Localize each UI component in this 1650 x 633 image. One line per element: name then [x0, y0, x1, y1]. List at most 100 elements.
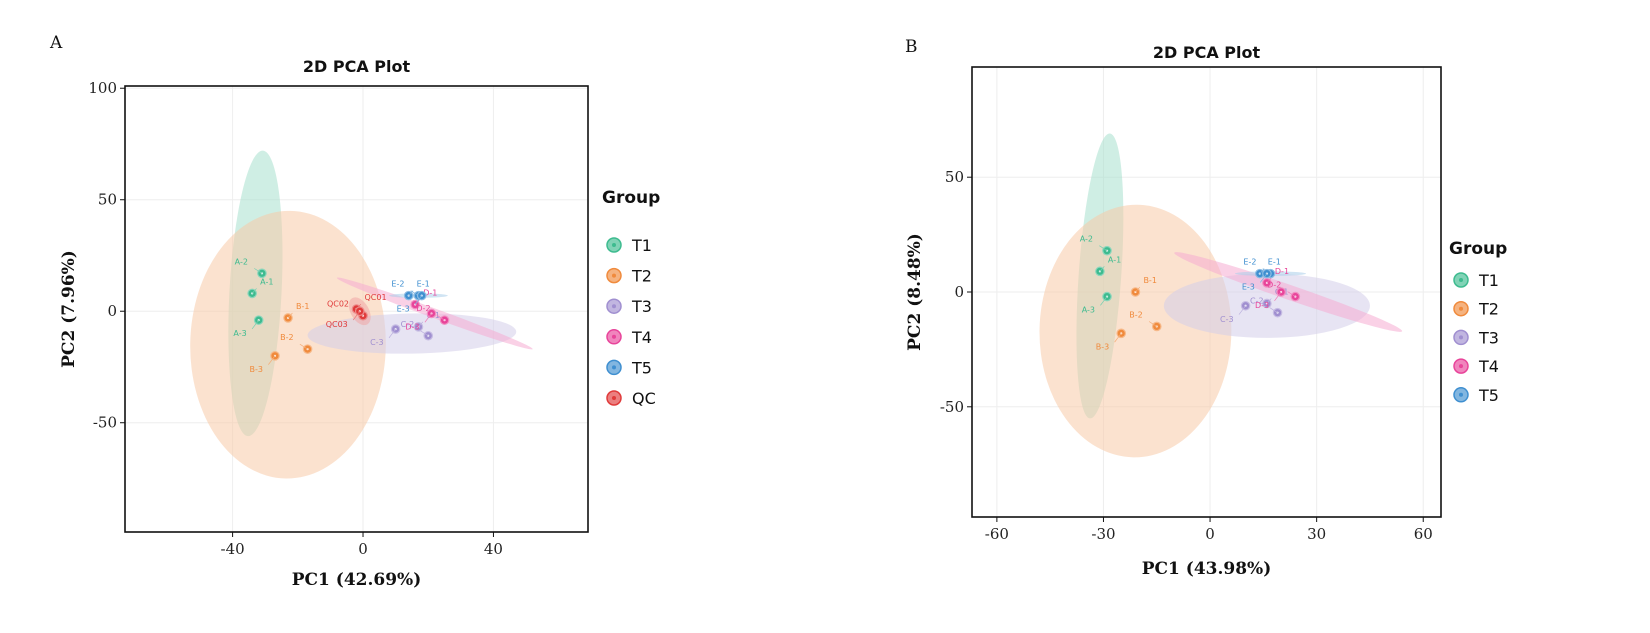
- point-label: D-2: [1267, 281, 1281, 290]
- point-label: D-1: [423, 289, 437, 298]
- series-t4: D-1 D-2 D-3: [405, 289, 450, 331]
- label-leader: [420, 330, 429, 337]
- label-leader: [1099, 266, 1105, 272]
- series-qc: QC01 QC02 QC03: [326, 293, 387, 329]
- pca-panel-a: A2D PCA PlotA-1A-2A-3B-1B-2B-3C-1C-2C-3D…: [49, 33, 660, 590]
- legend-item-t4: T4: [1453, 357, 1499, 376]
- label-leader: [268, 355, 276, 365]
- pca-panel-b: B2D PCA PlotA-1A-2A-3B-1B-2B-3C-1C-2C-3D…: [905, 37, 1507, 579]
- legend-label: T3: [1478, 328, 1499, 347]
- legend-swatch-center: [1459, 306, 1463, 311]
- legend-swatch-center: [612, 304, 616, 309]
- point-label: E-3: [1242, 283, 1255, 292]
- y-tick-label: 0: [954, 283, 964, 301]
- legend-label: QC: [632, 389, 656, 408]
- axis-ticks: -40 0 40 100 50 0 -50: [88, 79, 503, 558]
- legend-title: Group: [602, 188, 660, 208]
- legend-swatch-center: [1459, 392, 1463, 397]
- label-leader: [1148, 321, 1157, 327]
- point-label: A-1: [260, 277, 273, 286]
- legend-label: T2: [1478, 300, 1499, 319]
- label-leader: [1266, 298, 1272, 304]
- point-label: B-2: [1129, 310, 1142, 319]
- series-t1: A-1 A-2 A-3: [1080, 235, 1121, 315]
- label-leader: [1287, 291, 1296, 297]
- legend-label: T3: [631, 297, 652, 316]
- legend-label: T5: [631, 358, 652, 377]
- panel-letter: B: [905, 37, 918, 57]
- point-label: B-3: [1096, 342, 1109, 351]
- series-t2: B-1 B-2 B-3: [1096, 276, 1162, 351]
- x-tick-label: 60: [1414, 525, 1433, 543]
- legend: Group T1 T2 T3 T4 T5 QC: [602, 188, 660, 408]
- legend-swatch-center: [1459, 364, 1463, 369]
- point-label: C-2: [401, 320, 415, 329]
- point-label: C-3: [1220, 315, 1234, 324]
- legend-item-t3: T3: [1453, 328, 1499, 347]
- label-leader: [418, 321, 424, 328]
- label-leader: [254, 268, 263, 274]
- legend: Group T1 T2 T3 T4 T5: [1449, 239, 1507, 405]
- label-leader: [287, 312, 293, 319]
- ellipse-t2: [1039, 204, 1232, 458]
- panel-letter: A: [49, 33, 63, 53]
- point-label: B-1: [1143, 276, 1156, 285]
- label-leader: [299, 343, 308, 350]
- legend-label: T4: [631, 328, 652, 347]
- legend-label: T1: [631, 236, 652, 255]
- legend-swatch-center: [612, 334, 616, 339]
- series-t2: B-1 B-2 B-3: [250, 302, 313, 374]
- point-label: C-2: [1250, 297, 1264, 306]
- x-axis-label: PC1 (42.69%): [292, 570, 422, 590]
- series-t1: A-1 A-2 A-3: [233, 257, 273, 338]
- point-label: E-3: [397, 305, 410, 314]
- label-leader: [1238, 305, 1246, 315]
- label-leader: [1260, 273, 1268, 283]
- legend-item-t1: T1: [606, 236, 652, 255]
- label-leader: [388, 328, 396, 339]
- x-tick-label: 0: [1205, 525, 1215, 543]
- y-tick-label: 100: [88, 79, 117, 97]
- point-label: B-3: [250, 365, 263, 374]
- point-label: E-2: [391, 280, 404, 289]
- label-leader: [251, 319, 259, 330]
- label-leader: [424, 313, 432, 323]
- legend-swatch-center: [612, 365, 616, 370]
- series-t5: E-1 E-2 E-3: [1242, 258, 1281, 292]
- legend-swatch-center: [1459, 335, 1463, 340]
- confidence-ellipses: [1039, 133, 1403, 458]
- point-label: D-3: [1255, 301, 1269, 310]
- label-leader: [1274, 291, 1282, 302]
- y-tick-label: 50: [98, 191, 117, 209]
- point-label: A-3: [233, 329, 246, 338]
- series-t4: D-1 D-2 D-3: [1255, 267, 1301, 310]
- label-leader: [251, 288, 257, 294]
- x-axis-label: PC1 (43.98%): [1142, 559, 1272, 579]
- legend-swatch-center: [612, 273, 616, 278]
- point-label: B-2: [280, 333, 293, 342]
- legend-swatch-center: [612, 396, 616, 400]
- point-label: QC02: [327, 300, 349, 309]
- label-leader: [1099, 245, 1108, 251]
- point-label: E-1: [1268, 258, 1281, 267]
- legend-item-t3: T3: [606, 297, 652, 316]
- legend-swatch-center: [1459, 278, 1463, 282]
- y-tick-label: 50: [945, 168, 964, 186]
- point-label: B-1: [296, 302, 309, 311]
- legend-item-t2: T2: [606, 267, 652, 286]
- x-tick-label: -60: [985, 525, 1009, 543]
- y-axis-label: PC2 (8.48%): [905, 233, 925, 351]
- legend-label: T4: [1478, 357, 1499, 376]
- y-axis-label: PC2 (7.96%): [59, 250, 79, 368]
- point-label: E-1: [417, 280, 430, 289]
- legend-label: T5: [1478, 386, 1499, 405]
- y-tick-label: -50: [93, 414, 117, 432]
- x-tick-label: 30: [1307, 525, 1326, 543]
- label-leader: [1100, 296, 1108, 306]
- x-tick-label: 40: [484, 540, 503, 558]
- point-label: D-3: [405, 322, 419, 331]
- legend-item-t5: T5: [1453, 386, 1499, 405]
- label-leader: [352, 311, 361, 321]
- point-label: E-2: [1243, 258, 1256, 267]
